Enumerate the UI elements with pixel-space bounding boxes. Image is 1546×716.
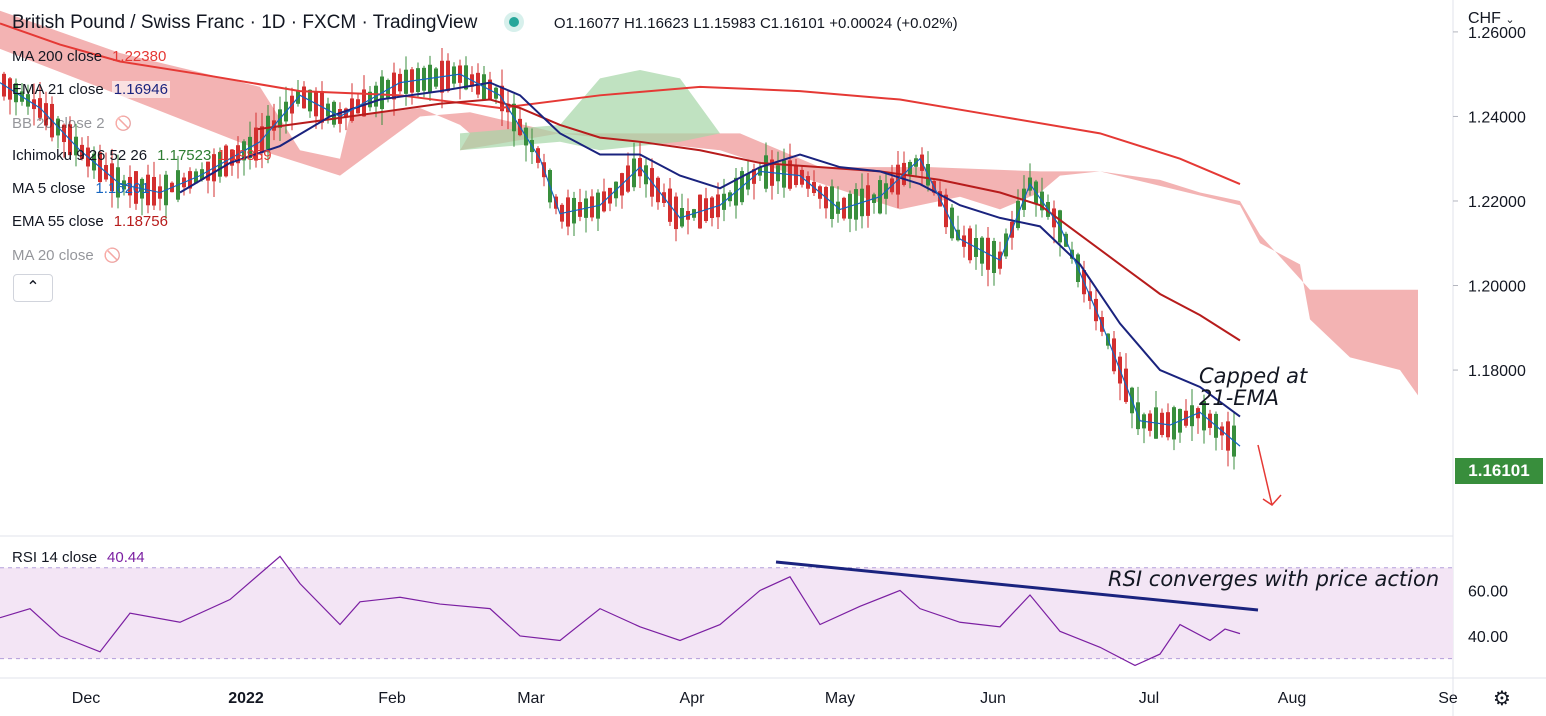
time-tick-label: May — [825, 690, 855, 707]
legend-ma5[interactable]: MA 5 close 1.16201 — [12, 180, 150, 197]
ohlc-readout: O1.16077 H1.16623 L1.15983 C1.16101 +0.0… — [553, 15, 958, 32]
time-tick-label: 2022 — [228, 690, 264, 707]
time-tick-label: Jun — [980, 690, 1006, 707]
annotation-capped-line-2[interactable]: 21-EMA — [1199, 386, 1280, 410]
legend-bb20[interactable]: BB 20 close 2 🚫 — [12, 115, 132, 132]
eye-off-icon[interactable]: 🚫 — [114, 115, 132, 131]
currency-selector[interactable]: CHF ⌄ — [1468, 10, 1515, 27]
eye-off-icon[interactable]: 🚫 — [103, 247, 122, 263]
price-down-arrow — [1257, 444, 1273, 506]
legend-rsi[interactable]: RSI 14 close 40.44 — [12, 549, 145, 566]
time-tick-label: Mar — [517, 690, 545, 707]
collapse-legend-button[interactable]: ⌃ — [13, 274, 53, 302]
open-value: 1.16077 — [565, 15, 620, 32]
ichimoku-cloud-bullish — [460, 69, 720, 151]
time-tick-label: Aug — [1278, 690, 1306, 707]
high-value: 1.16623 — [634, 15, 690, 32]
rsi-band — [0, 567, 1453, 659]
annotation-capped-line-1[interactable]: Capped at — [1199, 364, 1308, 388]
ma200-line — [0, 22, 1241, 185]
chevron-down-icon: ⌄ — [1505, 14, 1515, 26]
status-dot-icon — [508, 16, 519, 27]
symbol-header: British Pound / Swiss Franc · 1D · FXCM … — [12, 12, 958, 34]
price-tick-label: 1.24000 — [1468, 109, 1526, 126]
price-tick-label: 1.18000 — [1468, 363, 1526, 380]
time-tick-label: Se — [1438, 690, 1458, 707]
legend-ema55-value: 1.18756 — [113, 213, 168, 230]
legend-ema21[interactable]: EMA 21 close 1.16946 — [12, 81, 170, 98]
legend-ema55[interactable]: EMA 55 close 1.18756 — [12, 213, 168, 230]
chevron-up-icon: ⌃ — [26, 279, 40, 296]
annotation-rsi-note[interactable]: RSI converges with price action — [1108, 567, 1440, 591]
time-tick-label: Jul — [1139, 690, 1159, 707]
price-down-arrow-head — [1262, 494, 1282, 506]
price-tick-label: 1.22000 — [1468, 194, 1526, 211]
time-tick-label: Apr — [680, 690, 706, 707]
ema55-line — [257, 98, 1241, 342]
ma5-line — [0, 73, 1241, 447]
price-tick-label: 1.20000 — [1468, 279, 1526, 296]
time-tick-label: Dec — [72, 690, 100, 707]
legend-ma5-value: 1.16201 — [95, 180, 150, 197]
legend-ichimoku[interactable]: Ichimoku 9 26 52 26 1.17523 1.19859 — [12, 147, 272, 164]
legend-ichimoku-value-2: 1.19859 — [217, 147, 272, 164]
legend-ma200-value: 1.22380 — [112, 48, 167, 65]
ichimoku-cloud-bearish — [0, 10, 1418, 396]
low-value: 1.15983 — [701, 15, 756, 32]
legend-ma200[interactable]: MA 200 close 1.22380 — [12, 48, 167, 65]
change-value: +0.00024 (+0.02%) — [829, 15, 958, 32]
rsi-tick-label: 40.00 — [1468, 629, 1508, 646]
legend-ma20[interactable]: MA 20 close 🚫 — [12, 247, 122, 264]
rsi-trendline — [775, 560, 1259, 612]
time-tick-label: Feb — [378, 690, 406, 707]
legend-ema21-value: 1.16946 — [111, 81, 170, 98]
symbol-title[interactable]: British Pound / Swiss Franc · 1D · FXCM … — [12, 12, 478, 33]
price-tick-label: 1.26000 — [1468, 25, 1526, 42]
gear-icon[interactable]: ⚙ — [1493, 688, 1511, 710]
last-price-tag: 1.16101 — [1455, 458, 1543, 484]
rsi-line — [0, 555, 1241, 667]
rsi-tick-label: 60.00 — [1468, 583, 1508, 600]
legend-rsi-value: 40.44 — [107, 549, 145, 566]
legend-ichimoku-value-1: 1.17523 — [157, 147, 212, 164]
close-value: 1.16101 — [770, 15, 826, 32]
